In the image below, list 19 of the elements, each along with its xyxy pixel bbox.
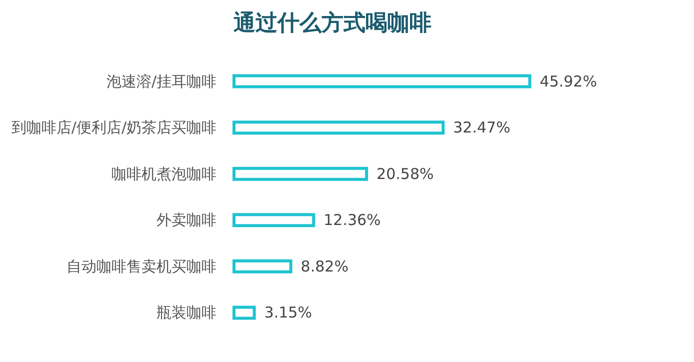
y-tick-label: 瓶装咖啡 xyxy=(156,304,216,322)
y-tick-label: 咖啡机煮泡咖啡 xyxy=(112,164,216,183)
bar xyxy=(232,74,532,88)
data-label: 8.82% xyxy=(300,257,348,276)
y-tick-label: 到咖啡店/便利店/奶茶店买咖啡 xyxy=(11,118,216,137)
data-label: 12.36% xyxy=(324,211,381,230)
chart-title: 通过什么方式喝咖啡 xyxy=(232,10,432,36)
bar xyxy=(232,306,256,320)
data-label: 45.92% xyxy=(540,72,597,90)
bar xyxy=(232,213,316,228)
data-label: 3.15% xyxy=(264,304,312,322)
bar xyxy=(232,166,368,181)
y-tick-label: 外卖咖啡 xyxy=(156,211,216,230)
bar xyxy=(232,259,292,274)
bar xyxy=(232,120,445,135)
data-label: 32.47% xyxy=(453,118,510,137)
y-tick-label: 自动咖啡售卖机买咖啡 xyxy=(66,257,216,276)
data-label: 20.58% xyxy=(376,164,434,183)
y-tick-label: 泡速溶/挂耳咖啡 xyxy=(106,72,216,90)
